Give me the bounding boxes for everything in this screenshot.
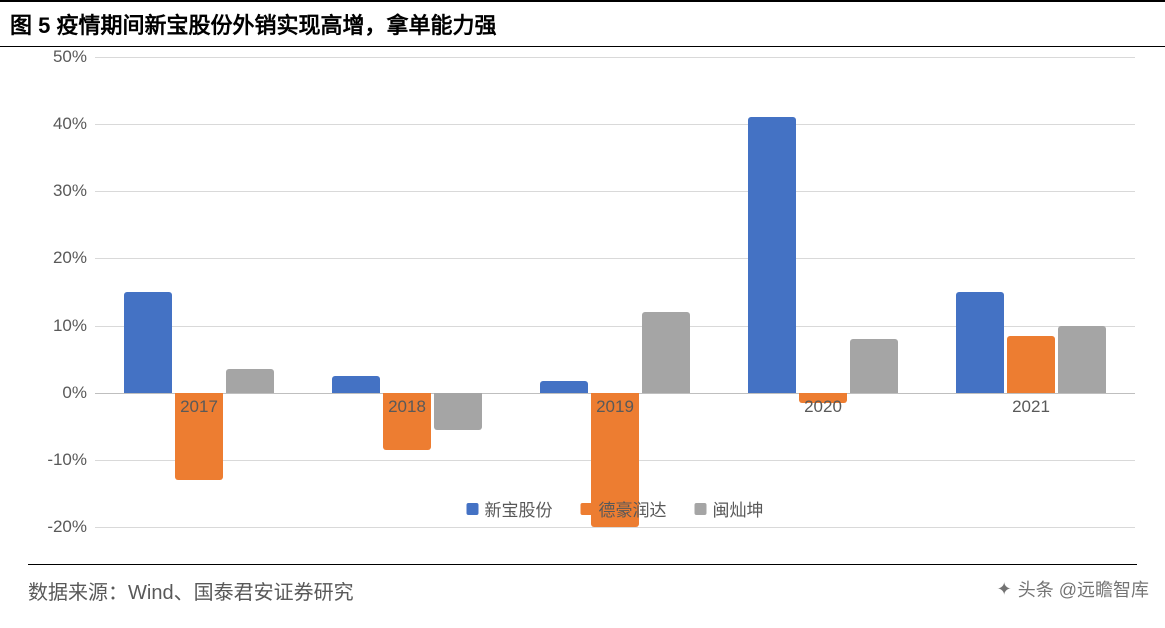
legend: 新宝股份 德豪润达 闽灿坤 xyxy=(467,496,764,521)
x-axis-category-label: 2021 xyxy=(1012,397,1050,417)
bar xyxy=(540,381,588,393)
x-axis-category-label: 2017 xyxy=(180,397,218,417)
bar xyxy=(850,339,898,393)
watermark-icon: ✦ xyxy=(997,579,1012,600)
bar xyxy=(642,312,690,393)
x-axis-category-label: 2019 xyxy=(596,397,634,417)
plot-region: 2017 2018 2019 2020 2021 xyxy=(95,57,1135,527)
legend-swatch xyxy=(695,503,707,515)
legend-swatch xyxy=(467,503,479,515)
y-axis-tick-label: 50% xyxy=(53,47,95,67)
y-axis-tick-label: -20% xyxy=(47,517,95,537)
y-axis-tick-label: 20% xyxy=(53,248,95,268)
bar xyxy=(332,376,380,393)
bar xyxy=(956,292,1004,393)
y-axis-tick-label: -10% xyxy=(47,450,95,470)
watermark-text: 头条 @远瞻智库 xyxy=(1018,576,1149,602)
y-axis-tick-label: 30% xyxy=(53,181,95,201)
legend-item: 德豪润达 xyxy=(581,496,667,521)
gridline xyxy=(95,124,1135,125)
x-axis-category-label: 2018 xyxy=(388,397,426,417)
legend-swatch xyxy=(581,503,593,515)
y-axis-tick-label: 10% xyxy=(53,316,95,336)
y-axis-tick-label: 0% xyxy=(62,383,95,403)
y-axis-tick-label: 40% xyxy=(53,114,95,134)
bar xyxy=(124,292,172,393)
data-source: 数据来源：Wind、国泰君安证券研究 xyxy=(28,576,354,605)
chart-title: 图 5 疫情期间新宝股份外销实现高增，拿单能力强 xyxy=(0,0,1165,47)
gridline xyxy=(95,527,1135,528)
gridline xyxy=(95,258,1135,259)
bar xyxy=(1007,336,1055,393)
watermark: ✦ 头条 @远瞻智库 xyxy=(997,576,1149,602)
footer-divider xyxy=(28,564,1137,565)
chart-area: 20172018201920202021 新宝股份德豪润达闽灿坤 -20%-10… xyxy=(95,57,1135,527)
legend-label: 闽灿坤 xyxy=(713,496,764,521)
gridline xyxy=(95,191,1135,192)
legend-item: 新宝股份 xyxy=(467,496,553,521)
x-axis-category-label: 2020 xyxy=(804,397,842,417)
legend-label: 新宝股份 xyxy=(485,496,553,521)
chart-title-text: 图 5 疫情期间新宝股份外销实现高增，拿单能力强 xyxy=(10,13,496,38)
bar xyxy=(226,369,274,393)
legend-item: 闽灿坤 xyxy=(695,496,764,521)
gridline xyxy=(95,57,1135,58)
data-source-text: 数据来源：Wind、国泰君安证券研究 xyxy=(28,582,354,604)
bar xyxy=(434,393,482,430)
legend-label: 德豪润达 xyxy=(599,496,667,521)
bar xyxy=(1058,326,1106,393)
bar xyxy=(748,117,796,392)
